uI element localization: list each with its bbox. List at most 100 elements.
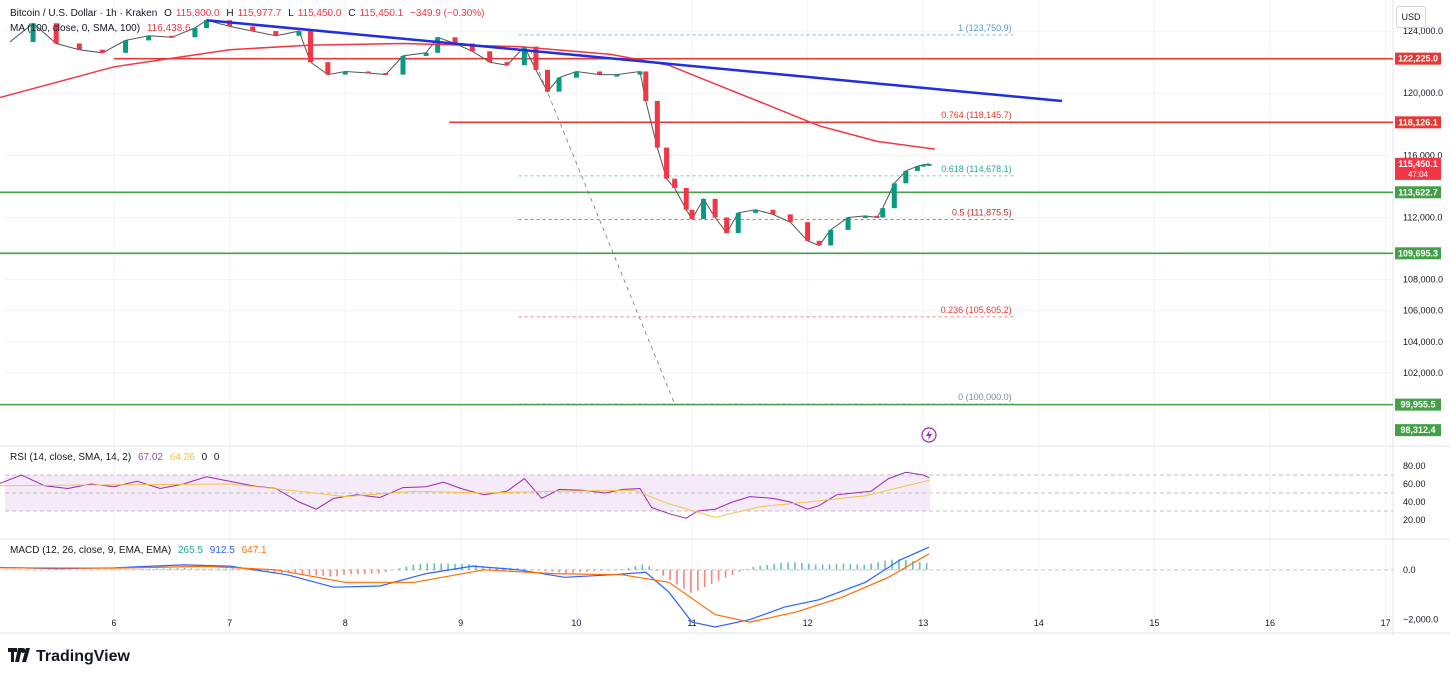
- candle: [787, 214, 793, 223]
- candle: [637, 71, 643, 75]
- macd-histogram-bar: [863, 564, 866, 570]
- macd-histogram-bar: [627, 567, 630, 570]
- macd-histogram-bar: [481, 566, 484, 570]
- tradingview-logo[interactable]: TradingView: [8, 648, 130, 666]
- macd-histogram-bar: [801, 563, 803, 570]
- price-tick-label: 102,000.0: [1403, 368, 1443, 378]
- macd-histogram-bar: [669, 569, 671, 581]
- macd-histogram-bar: [398, 568, 401, 570]
- macd-histogram-bar: [246, 569, 248, 571]
- candle: [504, 62, 510, 66]
- time-tick-label: 7: [227, 618, 232, 628]
- high-label: H: [226, 8, 234, 19]
- macd-value: 912.5: [209, 545, 235, 556]
- macd-histogram-bar: [676, 569, 678, 585]
- candle: [614, 74, 620, 77]
- macd-histogram-bar: [807, 563, 810, 570]
- candle: [672, 178, 678, 188]
- candle: [753, 209, 759, 213]
- level-badge-label: 118,126.1: [1398, 117, 1438, 127]
- macd-histogram-bar: [204, 568, 207, 570]
- macd-histogram-bar: [128, 569, 130, 570]
- rsi-legend[interactable]: RSI (14, close, SMA, 14, 2) 67.02 64.26 …: [10, 452, 223, 463]
- macd-histogram-bar: [918, 561, 921, 570]
- candle: [30, 23, 36, 42]
- candle: [53, 23, 59, 44]
- rsi-extra-1: 0: [201, 452, 208, 463]
- currency-button[interactable]: USD: [1396, 6, 1426, 28]
- candle: [146, 35, 152, 41]
- macd-histogram-bar: [703, 569, 706, 588]
- candle: [169, 35, 175, 38]
- level-badge-label: 113,622.7: [1398, 187, 1438, 197]
- candle: [192, 27, 198, 38]
- macd-histogram-bar: [828, 564, 831, 570]
- candle: [469, 43, 475, 52]
- macd-histogram-bar: [856, 564, 859, 570]
- macd-histogram-bar: [169, 568, 172, 570]
- macd-histogram-bar: [329, 569, 331, 577]
- macd-histogram-bar: [357, 569, 359, 575]
- level-badge-label: 122,225.0: [1398, 54, 1438, 64]
- candle: [903, 170, 909, 184]
- macd-histogram-bar: [433, 563, 436, 570]
- macd-histogram-bar: [93, 569, 96, 571]
- macd-histogram-bar: [787, 562, 789, 570]
- rsi-ma-value: 64.26: [169, 452, 195, 463]
- ma-legend[interactable]: MA (100, close, 0, SMA, 100) 116,438.6: [10, 23, 195, 34]
- macd-histogram-bar: [58, 569, 61, 571]
- macd-histogram-bar: [273, 569, 276, 573]
- candle: [452, 37, 458, 44]
- macd-histogram-bar: [370, 569, 373, 574]
- candle: [664, 147, 670, 179]
- macd-histogram-bar: [266, 569, 269, 573]
- macd-histogram-bar: [51, 569, 54, 571]
- price-tick-label: 116,000.0: [1403, 150, 1442, 160]
- macd-histogram-bar: [516, 567, 519, 570]
- macd-histogram-bar: [308, 569, 311, 575]
- candle: [862, 215, 868, 218]
- macd-histogram-bar: [544, 569, 546, 571]
- macd-legend[interactable]: MACD (12, 26, close, 9, EMA, EMA) 265.5 …: [10, 545, 271, 556]
- macd-histogram-bar: [31, 569, 33, 571]
- macd-histogram-bar: [835, 563, 838, 570]
- price-badge-label: 98,312.4: [1400, 425, 1435, 435]
- macd-histogram-bar: [197, 568, 200, 570]
- macd-histogram-bar: [690, 569, 692, 593]
- candle: [724, 217, 730, 234]
- macd-histogram-bar: [65, 569, 68, 571]
- macd-histogram-bar: [572, 569, 574, 573]
- macd-histogram-bar: [17, 569, 19, 571]
- macd-histogram-bar: [488, 567, 491, 570]
- rsi-tick-label: 60.00: [1403, 479, 1426, 489]
- candle: [533, 46, 539, 70]
- brand-name: TradingView: [36, 648, 130, 665]
- macd-histogram-bar: [530, 569, 533, 570]
- fib-level-label: 0.618 (114,678.1): [941, 164, 1011, 174]
- macd-histogram-bar: [211, 568, 214, 570]
- macd-histogram-bar: [322, 569, 325, 576]
- symbol-title: Bitcoin / U.S. Dollar · 1h · Kraken: [10, 8, 158, 19]
- macd-histogram-bar: [759, 565, 762, 570]
- close-label: C: [348, 8, 356, 19]
- candle: [573, 71, 579, 78]
- macd-line: [0, 546, 930, 628]
- macd-histogram-bar: [426, 563, 429, 570]
- macd-histogram-bar: [925, 562, 928, 570]
- macd-histogram-bar: [731, 569, 734, 575]
- candle: [770, 209, 776, 215]
- macd-histogram-bar: [523, 568, 526, 570]
- time-tick-label: 6: [111, 618, 116, 628]
- candle: [654, 100, 660, 148]
- ma-value: 116,438.6: [146, 23, 191, 34]
- fib-level-label: 0.764 (118,145.7): [941, 110, 1011, 120]
- candle: [365, 71, 371, 74]
- price-badge-label: 115,450.1: [1398, 159, 1438, 169]
- macd-histogram-bar: [613, 569, 616, 571]
- rsi-ma-line: [0, 479, 930, 518]
- rsi-tick-label: 20.00: [1403, 515, 1426, 525]
- macd-signal-value: 647.1: [241, 545, 267, 556]
- macd-histogram-bar: [86, 569, 89, 571]
